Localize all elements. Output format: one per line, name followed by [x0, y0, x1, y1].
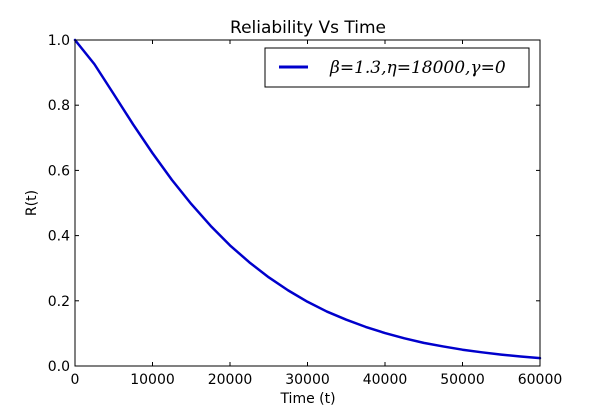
x-tick-label: 0 — [71, 372, 80, 388]
legend-box — [264, 47, 530, 88]
y-tick-label: 1.0 — [48, 33, 70, 49]
series-line — [73, 38, 542, 360]
x-axis-label: Time (t) — [279, 391, 335, 407]
chart-title: Reliability Vs Time — [230, 18, 386, 38]
x-tick-label: 60000 — [518, 372, 563, 388]
y-tick-label: 0.6 — [48, 163, 70, 179]
y-tick-label: 0.8 — [48, 98, 70, 114]
legend-label: β=1.3,η=18000,γ=0 — [329, 58, 506, 78]
axis-ticks: 0 10000 20000 30000 40000 50000 60000 0.0 0.2 0.4… — [48, 33, 563, 388]
y-axis-label: R(t) — [24, 190, 40, 216]
x-tick-label: 10000 — [130, 372, 175, 388]
y-tick-label: 0.0 — [48, 359, 70, 375]
x-tick-label: 50000 — [440, 372, 485, 388]
y-tick-label: 0.2 — [48, 294, 70, 310]
x-tick-label: 20000 — [208, 372, 253, 388]
x-tick-label: 40000 — [363, 372, 408, 388]
plot-frame — [74, 39, 541, 367]
y-tick-label: 0.4 — [48, 229, 70, 245]
series-layer — [73, 38, 542, 360]
legend: β=1.3,η=18000,γ=0 — [264, 47, 530, 88]
x-tick-label: 30000 — [285, 372, 330, 388]
